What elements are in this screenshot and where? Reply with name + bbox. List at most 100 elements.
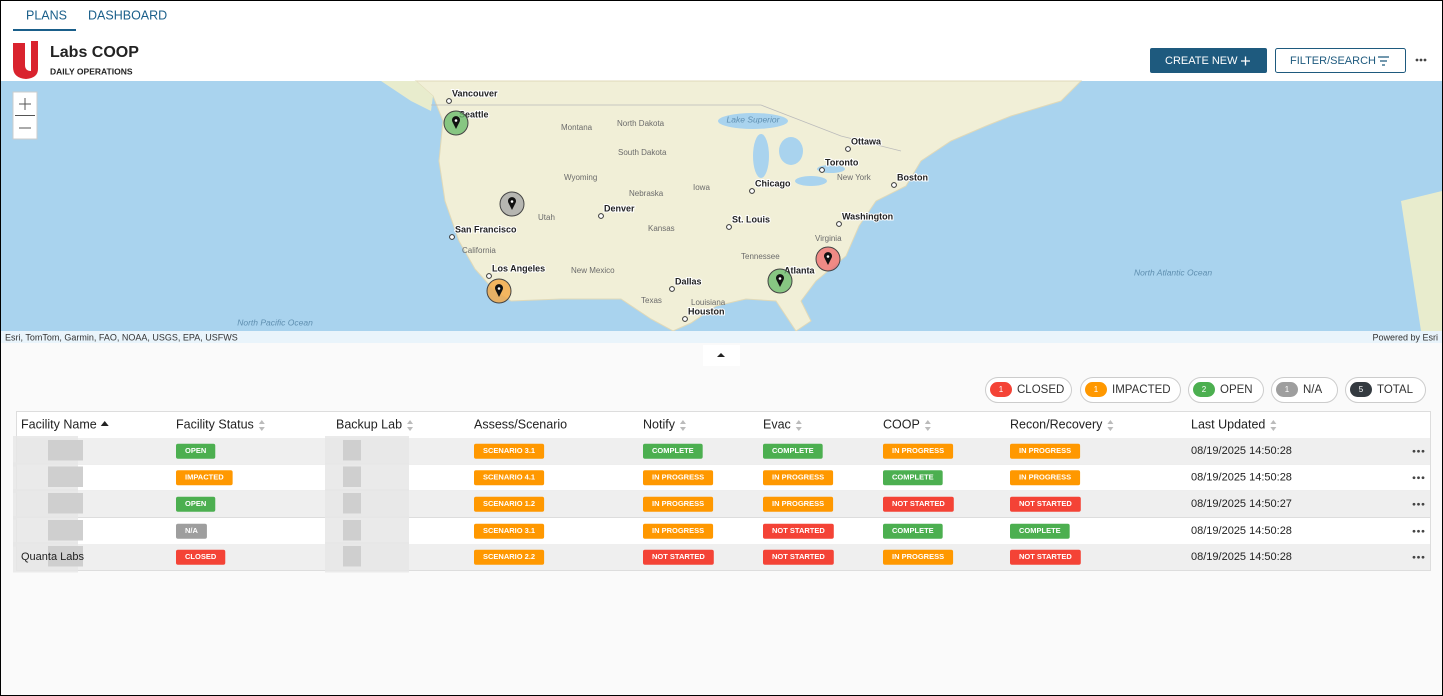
plus-icon: [1241, 56, 1250, 66]
table-row[interactable]: OPEN SCENARIO 1.2 IN PROGRESS IN PROGRESS NO…: [13, 489, 1430, 520]
legend-pill[interactable]: 1 CLOSED: [985, 377, 1072, 403]
lake: [753, 134, 769, 178]
marker-pin-hole: [497, 287, 501, 290]
dot: [1412, 449, 1416, 453]
dot: [1421, 502, 1425, 506]
border: [431, 104, 902, 152]
status-label: IN PROGRESS: [1019, 473, 1071, 482]
city-dot: [891, 182, 897, 188]
legend-pill[interactable]: 1 IMPACTED: [1080, 377, 1181, 403]
button-bg: [1275, 48, 1406, 73]
status-badge: [176, 496, 216, 512]
attribution-bar: [1, 331, 1442, 343]
row-menu[interactable]: [1412, 502, 1425, 506]
filter-button[interactable]: FILTER/SEARCH: [1275, 48, 1406, 73]
status-badge: [643, 523, 714, 539]
status-badge: [763, 470, 834, 486]
status-label: OPEN: [185, 499, 206, 508]
sort-icon: [1270, 420, 1277, 431]
status-label: CLOSED: [185, 552, 217, 561]
city-label: Washington: [842, 211, 893, 221]
status-label: SCENARIO 3.1: [483, 526, 535, 535]
region-label: Wyoming: [564, 173, 597, 182]
land-east: [1401, 191, 1442, 331]
status-badge: [1010, 443, 1081, 459]
count-badge: [1085, 382, 1107, 397]
redacted-block: [325, 542, 409, 573]
table-row[interactable]: Quanta Labs CLOSED SCENARIO 2.2 NOT STARTED…: [13, 542, 1430, 573]
column-header[interactable]: COOP: [883, 417, 920, 431]
table-row[interactable]: IMPACTED SCENARIO 4.1 IN PROGRESS IN PROGRE…: [13, 462, 1430, 494]
filter-icon: [1378, 56, 1389, 66]
status-label: N/A: [185, 526, 199, 535]
dot: [1421, 555, 1425, 559]
column-header[interactable]: Last Updated: [1191, 417, 1265, 431]
map-marker[interactable]: [443, 110, 469, 136]
count: 5: [1359, 385, 1364, 394]
status-label: COMPLETE: [1019, 526, 1061, 535]
marker-pin: [451, 116, 460, 129]
legend-pill[interactable]: 1 N/A: [1271, 377, 1338, 403]
redacted-block: [48, 466, 83, 487]
collapse-button[interactable]: [703, 345, 740, 366]
status-badge: [474, 523, 545, 539]
row-menu[interactable]: [1412, 555, 1425, 559]
tab[interactable]: PLANS: [26, 8, 67, 22]
status-badge: [474, 549, 545, 565]
legend-pill[interactable]: 5 TOTAL: [1345, 377, 1426, 403]
city-dot: [446, 98, 452, 104]
redacted-block: [48, 546, 83, 567]
city-label: Dallas: [675, 276, 702, 286]
region-label: Kansas: [648, 224, 675, 233]
land-west: [381, 81, 433, 111]
create-button[interactable]: CREATE NEW: [1150, 48, 1267, 73]
column-header[interactable]: Notify: [643, 417, 676, 431]
region-label: Nebraska: [629, 189, 664, 198]
redacted-block: [343, 440, 361, 461]
map-marker[interactable]: [499, 191, 525, 217]
sort-icon: [924, 420, 931, 431]
tab[interactable]: DASHBOARD: [88, 8, 167, 22]
lake: [779, 137, 803, 165]
row-menu[interactable]: [1412, 529, 1425, 533]
region-label: Utah: [538, 213, 555, 222]
status-badge: [643, 549, 714, 565]
map-marker[interactable]: [486, 278, 512, 304]
region-label: Iowa: [693, 183, 710, 192]
row-menu[interactable]: [1412, 476, 1425, 480]
table-row[interactable]: OPEN SCENARIO 3.1 COMPLETE COMPLETE IN PROGR…: [13, 436, 1430, 467]
water-label: North Pacific Ocean: [237, 317, 313, 327]
zoom-control[interactable]: [12, 91, 38, 140]
map-marker[interactable]: [815, 246, 841, 272]
last-updated: 08/19/2025 14:50:27: [1191, 498, 1292, 510]
city-label: Ottawa: [851, 136, 882, 146]
region-label: Virginia: [815, 234, 842, 243]
column-header[interactable]: Evac: [763, 417, 791, 431]
status-label: SCENARIO 1.2: [483, 499, 535, 508]
redacted-block: [343, 466, 361, 487]
redacted-block: [343, 520, 361, 541]
column-header[interactable]: Facility Status: [176, 417, 254, 431]
city-dot: [449, 234, 455, 240]
table-row[interactable]: N/A SCENARIO 3.1 IN PROGRESS NOT STARTED COM…: [13, 516, 1430, 547]
count-badge: [1193, 382, 1215, 397]
marker-pin: [495, 284, 503, 297]
column-header[interactable]: Recon/Recovery: [1010, 417, 1103, 431]
redacted-block: [325, 516, 409, 547]
city-dot: [749, 188, 755, 194]
column-header[interactable]: Backup Lab: [336, 417, 402, 431]
column-header[interactable]: Facility Name: [21, 417, 97, 431]
row-menu[interactable]: [1412, 449, 1425, 453]
map-marker[interactable]: [767, 268, 793, 294]
column-header[interactable]: Assess/Scenario: [474, 417, 567, 431]
marker-pin: [823, 252, 833, 265]
city-label: St. Louis: [732, 214, 770, 224]
dot: [1421, 529, 1425, 533]
sort-icon: [679, 420, 686, 431]
more-menu[interactable]: [1415, 58, 1427, 62]
redacted-block: [48, 520, 83, 541]
last-updated: 08/19/2025 14:50:28: [1191, 551, 1292, 563]
count-badge: [1276, 382, 1298, 397]
sort-icon: [795, 420, 802, 431]
legend-pill[interactable]: 2 OPEN: [1188, 377, 1264, 403]
